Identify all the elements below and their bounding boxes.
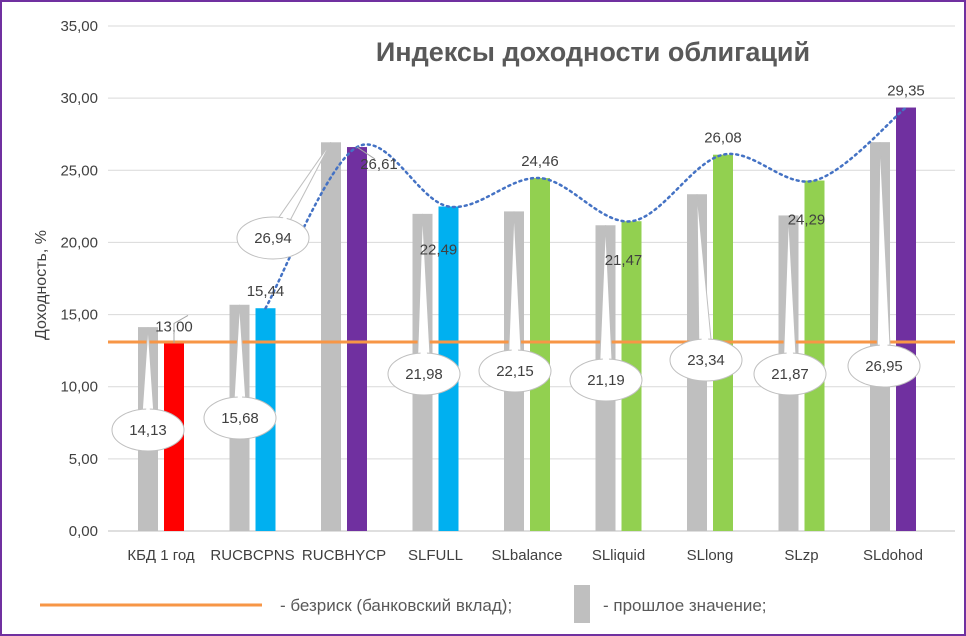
callout-bubble: 23,34 [669,194,743,382]
bar-current [896,107,916,532]
x-category-label: SLliquid [592,547,645,564]
x-category-label: RUCBCPNS [210,547,294,564]
callout-joint [878,298,890,367]
current-value-label: 24,29 [788,212,826,229]
callout-value: 22,15 [496,363,534,380]
callout-joint [509,323,521,372]
current-value-labels: 13,0015,4426,6122,4924,4621,4726,0824,29… [155,83,925,344]
callout-value: 21,87 [771,366,809,383]
current-value-label: 24,46 [521,153,559,170]
y-tick-label: 15,00 [60,307,98,324]
callout-value: 26,95 [865,358,903,375]
callout-bubble: 26,94 [236,142,332,260]
callout-bubble: 15,68 [203,304,277,440]
legend: - безриск (банковский вклад); - прошлое … [40,585,767,623]
y-tick-label: 10,00 [60,379,98,396]
y-tick-label: 20,00 [60,234,98,251]
callout-joint [268,209,291,241]
callout-bubble: 22,15 [478,211,552,393]
current-value-label: 26,08 [704,130,742,147]
x-category-label: SLlong [687,547,734,564]
label-leader [173,314,189,344]
bar-current [347,147,367,531]
callout-joint [418,325,430,375]
current-value-label: 26,61 [360,156,398,173]
chart-title: Индексы доходности облигаций [376,37,810,67]
x-category-label: SLdohod [863,547,923,564]
y-tick-label: 30,00 [60,90,98,107]
callout-value: 21,19 [587,372,625,389]
callout-value: 14,13 [129,422,167,439]
y-tick-label: 0,00 [69,523,98,540]
label-leader [356,146,376,160]
previous-value-callouts: 14,13 15,68 26,94 21,98 22,15 21,19 23,34 21,87… [111,142,921,452]
current-value-label: 21,47 [605,252,643,269]
callout-value: 15,68 [221,410,259,427]
callout-bubble: 26,95 [847,142,921,388]
legend-previous-swatch [574,585,590,623]
x-category-label: RUCBHYCP [302,547,386,564]
callout-bubble: 21,98 [387,213,461,396]
bar-previous [321,142,341,531]
bar-current [530,178,550,531]
callout-value: 26,94 [254,230,292,247]
callout-bubble: 21,87 [753,215,827,396]
y-tick-label: 35,00 [60,18,98,35]
callout-joint [700,310,712,361]
x-axis-categories: КБД 1 год RUCBCPNS RUCBHYCP SLFULL SLbalance… [127,547,923,564]
current-value-label: 29,35 [887,83,925,100]
callout-bubble: 14,13 [111,327,185,452]
callout-value: 23,34 [687,352,725,369]
y-tick-label: 25,00 [60,162,98,179]
y-tick-label: 5,00 [69,451,98,468]
callout-value: 21,98 [405,366,443,383]
x-category-label: SLzp [784,547,818,564]
legend-previous-label: - прошлое значение; [603,596,767,615]
callout-joint [784,326,796,375]
current-value-label: 22,49 [420,242,458,259]
legend-risk-free-label: - безриск (банковский вклад); [280,596,512,615]
x-category-label: КБД 1 год [127,547,195,564]
y-axis-label: Доходность, % [33,230,50,340]
callout-bubble: 21,19 [569,225,643,402]
x-category-label: SLFULL [408,547,463,564]
callout-joint [234,384,246,419]
current-value-label: 15,44 [247,283,285,300]
callout-joint [142,399,154,430]
bar-current [804,180,825,531]
bars [138,107,916,532]
callout-joint [600,333,612,381]
y-axis-ticks: 0,00 5,00 10,00 15,00 20,00 25,00 30,00 35,00 [60,18,98,540]
x-category-label: SLbalance [492,547,563,564]
